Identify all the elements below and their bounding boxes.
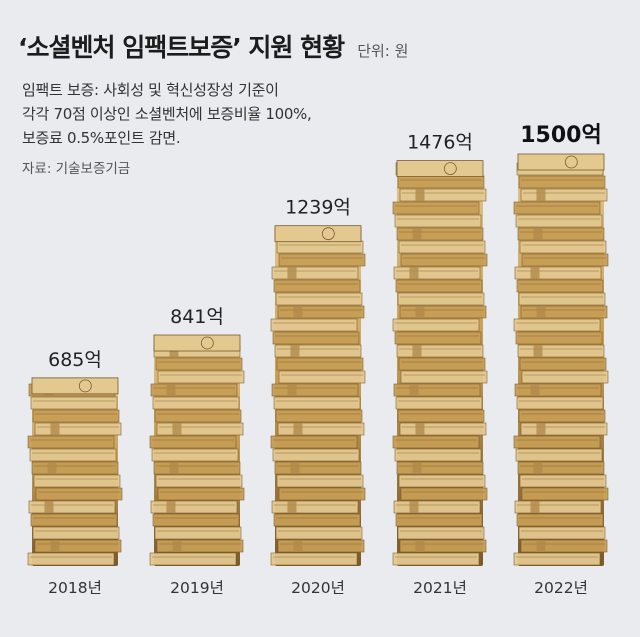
category-label-2021년: 2021년: [413, 579, 467, 597]
bar-2021년: [392, 160, 488, 567]
subtitle-line-2: 각각 70점 이상인 소셜벤처에 보증비율 100%,: [22, 105, 312, 123]
title-row: ‘소셜벤처 임팩트보증’ 지원 현황 단위: 원: [18, 28, 408, 64]
bar-2022년: [513, 153, 609, 566]
value-label-2021년: 1476억: [407, 132, 473, 154]
unit-label: 단위: 원: [357, 42, 409, 60]
category-label-2020년: 2020년: [291, 579, 345, 597]
subtitle-line-1: 임팩트 보증: 사회성 및 혁신성장성 기준이: [22, 81, 279, 99]
bar-2019년: [149, 334, 245, 566]
chart-title: ‘소셜벤처 임팩트보증’ 지원 현황: [18, 33, 345, 62]
bar-2018년: [27, 377, 123, 566]
subtitle-line-3: 보증료 0.5%포인트 감면.: [22, 129, 181, 147]
source-note: 자료: 기술보증기금: [22, 161, 131, 177]
value-label-2019년: 841억: [170, 306, 224, 328]
value-label-2022년: 1500억: [520, 123, 601, 148]
value-label-2020년: 1239억: [285, 197, 351, 219]
chart-subtitle: 임팩트 보증: 사회성 및 혁신성장성 기준이 각각 70점 이상인 소셜벤처에…: [22, 78, 312, 150]
category-label-2018년: 2018년: [48, 579, 102, 597]
bar-2020년: [270, 225, 366, 567]
category-label-2022년: 2022년: [534, 579, 588, 597]
value-label-2018년: 685억: [48, 349, 102, 371]
category-label-2019년: 2019년: [170, 579, 224, 597]
